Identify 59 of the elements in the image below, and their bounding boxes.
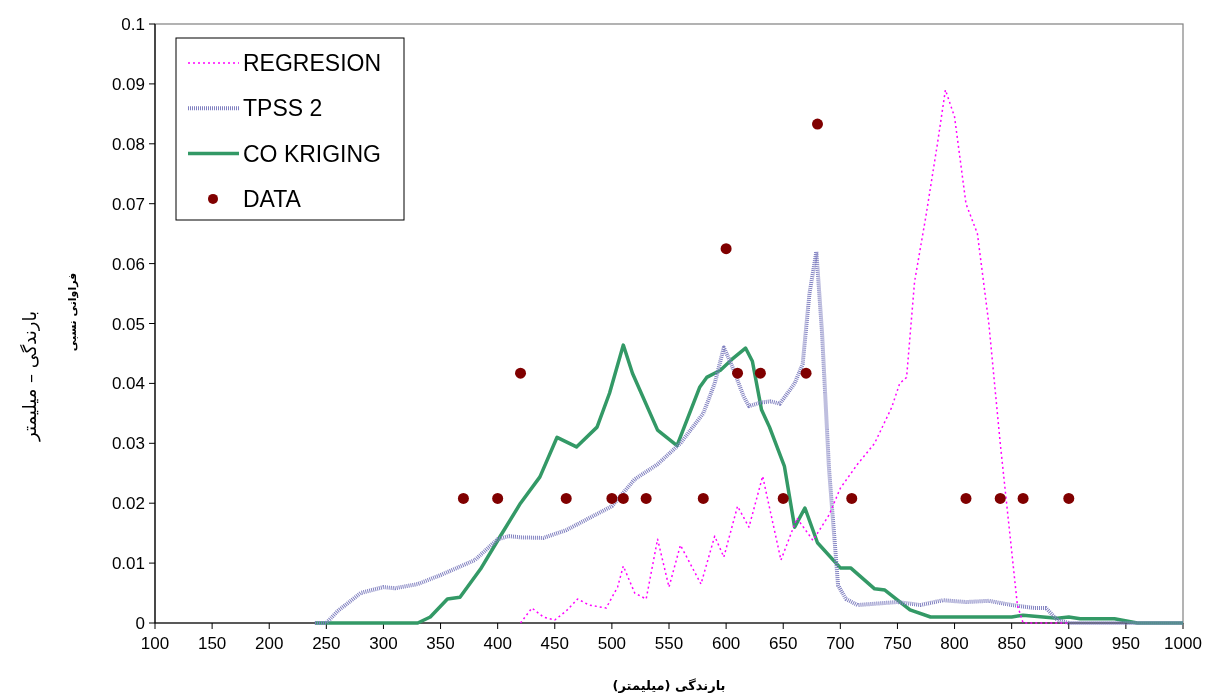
text: فراوانی نسبی: [66, 272, 79, 352]
x-tick-label: 500: [597, 634, 627, 653]
point: [811, 118, 823, 130]
x-tick-label: 700: [826, 634, 855, 653]
y-tick-label: 0.07: [111, 194, 145, 214]
x-tick-label: 350: [426, 634, 455, 653]
legend-label: REGRESION: [243, 50, 382, 76]
point: [560, 492, 572, 504]
line-series: [312, 249, 1185, 625]
x-tick-label: 300: [369, 634, 398, 653]
x-tick-label: 550: [654, 634, 684, 653]
y-tick-label: 0.1: [121, 15, 145, 34]
x-tick-label: 150: [197, 634, 227, 653]
x-tick-label: 100: [140, 634, 170, 653]
point: [492, 492, 504, 504]
point: [960, 492, 972, 504]
legend-label: TPSS 2: [243, 95, 323, 122]
point: [457, 492, 469, 504]
point: [606, 492, 618, 504]
point: [754, 367, 766, 379]
x-tick-label: 850: [997, 634, 1026, 653]
point: [720, 243, 732, 255]
legend-label: DATA: [243, 185, 302, 212]
y-tick-label: 0.09: [111, 74, 145, 94]
point: [617, 492, 629, 504]
y-tick-label: 0.04: [111, 374, 145, 394]
y-tick-label: 0.01: [111, 554, 145, 574]
point: [697, 492, 709, 504]
x-tick-label: 600: [711, 634, 741, 653]
x-tick-label: 1000: [1164, 634, 1202, 653]
y-tick-label: 0.02: [111, 494, 145, 514]
point: [732, 367, 744, 379]
y-tick-label: 0.03: [111, 434, 145, 454]
x-tick-label: 800: [940, 634, 969, 653]
x-tick-label: 900: [1054, 634, 1083, 653]
x-axis-title: بارندگی (میلیمتر): [612, 678, 726, 693]
x-tick-label: 650: [769, 634, 798, 653]
point: [515, 367, 527, 379]
y-tick-label: 0.08: [111, 134, 145, 154]
x-tick-label: 200: [255, 634, 284, 653]
x-tick-label: 750: [883, 634, 912, 653]
point: [1063, 492, 1075, 504]
x-tick-label: 250: [312, 634, 341, 653]
x-tick-label: 950: [1111, 634, 1141, 653]
y-axis-title: بارندگی – میلیمتر: [19, 311, 41, 442]
point: [640, 492, 652, 504]
x-tick-label: 400: [483, 634, 512, 653]
x-tick-label: 450: [540, 634, 569, 653]
y-tick-label: 0.06: [111, 254, 145, 274]
line-series: [313, 343, 1185, 625]
point: [994, 492, 1006, 504]
point: [777, 492, 789, 504]
legend-label: CO KRIGING: [243, 140, 382, 167]
point: [846, 492, 858, 504]
y-tick-label: 0.05: [111, 314, 145, 334]
y-tick-label: 0: [135, 614, 145, 633]
line-series: [519, 89, 1070, 624]
point: [1017, 492, 1029, 504]
point: [800, 367, 812, 379]
